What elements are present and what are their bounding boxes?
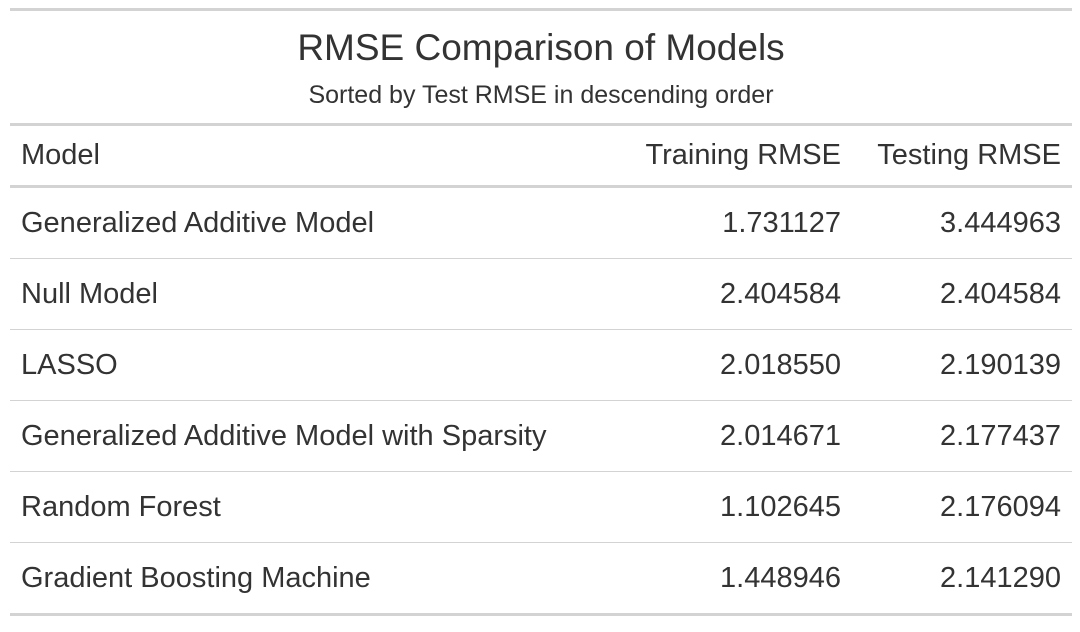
table-title: RMSE Comparison of Models [297,27,785,68]
testing-rmse-cell: 2.190139 [852,329,1072,401]
table-row: Gradient Boosting Machine 1.448946 2.141… [10,542,1072,616]
column-header-model: Model [10,126,622,188]
testing-rmse-cell: 2.404584 [852,258,1072,330]
testing-rmse-cell: 2.141290 [852,542,1072,616]
table-row: Null Model 2.404584 2.404584 [10,258,1072,330]
data-table: Model Training RMSE Testing RMSE General… [10,126,1072,616]
training-rmse-cell: 1.448946 [622,542,852,616]
training-rmse-cell: 1.102645 [622,471,852,543]
table-row: Random Forest 1.102645 2.176094 [10,471,1072,543]
table-row: Generalized Additive Model with Sparsity… [10,400,1072,472]
model-name-cell: Null Model [10,258,622,330]
testing-rmse-cell: 2.177437 [852,400,1072,472]
model-name-cell: Random Forest [10,471,622,543]
model-name-cell: LASSO [10,329,622,401]
table-row: LASSO 2.018550 2.190139 [10,329,1072,401]
testing-rmse-cell: 2.176094 [852,471,1072,543]
training-rmse-cell: 2.018550 [622,329,852,401]
rmse-table: RMSE Comparison of Models Sorted by Test… [10,8,1072,616]
table-row: Generalized Additive Model 1.731127 3.44… [10,186,1072,259]
heading-rule [10,123,1072,126]
table-subtitle: Sorted by Test RMSE in descending order [308,81,774,109]
top-rule [10,8,1072,11]
model-name-cell: Generalized Additive Model [10,186,622,259]
header-row: Model Training RMSE Testing RMSE [10,126,1072,188]
model-name-cell: Generalized Additive Model with Sparsity [10,400,622,472]
testing-rmse-cell: 3.444963 [852,186,1072,259]
model-name-cell: Gradient Boosting Machine [10,542,622,616]
column-header-testing-rmse: Testing RMSE [852,126,1072,188]
column-header-training-rmse: Training RMSE [622,126,852,188]
training-rmse-cell: 2.404584 [622,258,852,330]
training-rmse-cell: 1.731127 [622,186,852,259]
training-rmse-cell: 2.014671 [622,400,852,472]
